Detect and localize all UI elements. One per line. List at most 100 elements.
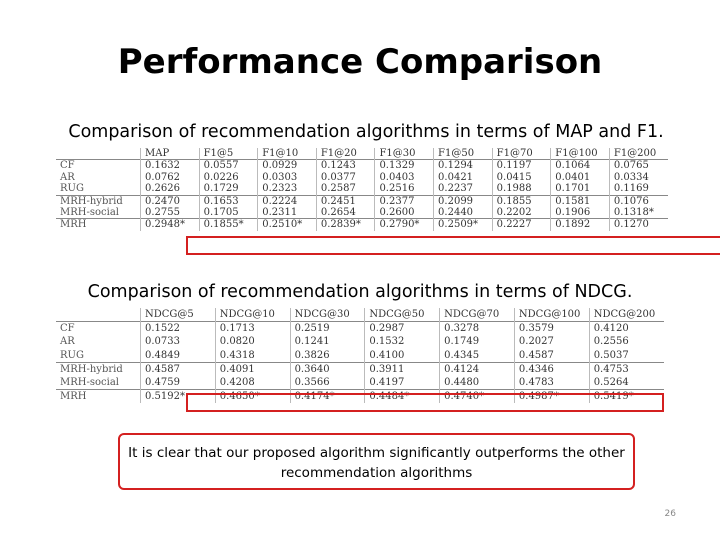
- row-label: MRH: [60, 391, 87, 403]
- table-cell: 0.2027: [513, 335, 590, 349]
- table-cell: 0.4587: [140, 362, 216, 377]
- column-header: MAP: [140, 148, 200, 160]
- table-cell: 0.2839*: [315, 218, 375, 231]
- column-header: F1@10: [257, 148, 317, 160]
- table-cell: 0.4480: [439, 376, 515, 390]
- table-cell: 0.3826: [289, 348, 365, 363]
- table-cell: 0.1855*: [198, 218, 258, 231]
- table-cell: 0.3640: [289, 362, 365, 377]
- column-header: NDCG@50: [364, 308, 440, 322]
- table-cell: 0.2519: [289, 321, 365, 336]
- column-header: F1@70: [491, 148, 551, 160]
- row-label: CF: [60, 160, 75, 172]
- table-cell: 0.1329: [374, 159, 434, 172]
- table-cell: 0.1729: [198, 183, 258, 196]
- table-cell: 0.0733: [140, 335, 216, 349]
- table-cell: 0.2099: [433, 195, 493, 208]
- table-cell: 0.1749: [439, 335, 515, 349]
- table-cell: 0.2311: [257, 207, 317, 219]
- table-cell: 0.2587: [315, 183, 375, 196]
- map-f1-table: MAP F1@5 F1@10 F1@20 F1@30 F1@50 F1@70 F1@100 F1…: [56, 148, 668, 258]
- row-label: AR: [60, 171, 75, 183]
- column-header: NDCG@100: [513, 308, 590, 322]
- table-cell: 0.0415: [491, 171, 551, 184]
- table-cell: 0.5037: [588, 348, 664, 363]
- table-cell: 0.2556: [588, 335, 664, 349]
- column-header: F1@100: [550, 148, 610, 160]
- table-cell: 0.2323: [257, 183, 317, 196]
- table-cell: 0.2626: [140, 183, 200, 196]
- table-cell: 0.4318: [214, 348, 291, 363]
- row-label: MRH-social: [60, 207, 119, 219]
- table-cell: 0.4587: [513, 348, 590, 363]
- table-cell: 0.0765: [608, 159, 668, 172]
- table-cell: 0.1241: [289, 335, 365, 349]
- table-cell: 0.2377: [374, 195, 434, 208]
- table-cell: 0.1294: [433, 159, 493, 172]
- table-cell: 0.4100: [364, 348, 440, 363]
- table-row: RUG 0.2626 0.1729 0.2323 0.2587 0.2516 0.2237 0…: [56, 183, 668, 196]
- table-cell: 0.1906: [550, 207, 610, 219]
- table-row: MRH-hybrid 0.2470 0.1653 0.2224 0.2451 0.2377…: [56, 195, 668, 208]
- table-cell: 0.2600: [374, 207, 434, 219]
- table-cell: 0.3911: [364, 362, 440, 377]
- table-cell: 0.1701: [550, 183, 610, 196]
- column-header: [56, 148, 141, 160]
- table-cell: 0.1270: [608, 218, 668, 231]
- table-row: MRH-social 0.4759 0.4208 0.3566 0.4197 0.4480…: [56, 376, 664, 390]
- table-row: MRH-hybrid 0.4587 0.4091 0.3640 0.3911 0.4124…: [56, 362, 664, 377]
- column-header: F1@50: [433, 148, 493, 160]
- table-row: RUG 0.4849 0.4318 0.3826 0.4100 0.4345 0.4587 0…: [56, 348, 664, 363]
- table-cell: 0.0929: [257, 159, 317, 172]
- table-row: CF 0.1632 0.0557 0.0929 0.1243 0.1329 0.1294 0.…: [56, 159, 668, 172]
- table-cell: 0.1197: [491, 159, 551, 172]
- table-cell: 0.2516: [374, 183, 434, 196]
- table2-caption: Comparison of recommendation algorithms …: [87, 282, 633, 302]
- table-cell: 0.2948*: [140, 218, 200, 231]
- table-cell: 0.1713: [214, 321, 291, 336]
- column-header: [56, 308, 141, 322]
- table-cell: 0.4091: [214, 362, 291, 377]
- table-cell: 0.0403: [374, 171, 434, 184]
- table-cell: 0.4849: [140, 348, 216, 363]
- table-header-row: NDCG@5 NDCG@10 NDCG@30 NDCG@50 NDCG@70 NDCG@1…: [56, 308, 664, 322]
- table-row: MRH 0.2948* 0.1855* 0.2510* 0.2839* 0.2790* 0.…: [56, 218, 668, 231]
- table-cell: 0.4197: [364, 376, 440, 390]
- column-header: NDCG@200: [588, 308, 664, 322]
- table-cell: 0.3579: [513, 321, 590, 336]
- table-cell: 0.0820: [214, 335, 291, 349]
- table-cell: 0.0334: [608, 171, 668, 184]
- table-cell: 0.1532: [364, 335, 440, 349]
- table-cell: 0.2790*: [374, 218, 434, 231]
- table-row: CF 0.1522 0.1713 0.2519 0.2987 0.3278 0.3579 0.…: [56, 321, 664, 336]
- row-label: MRH-social: [60, 377, 119, 389]
- row-label: MRH-hybrid: [60, 363, 123, 375]
- table-cell: 0.1705: [198, 207, 258, 219]
- table-cell: 0.0401: [550, 171, 610, 184]
- table-cell: 0.3278: [439, 321, 515, 336]
- table-cell: 0.2202: [491, 207, 551, 219]
- row-label: RUG: [60, 183, 84, 195]
- table-cell: 0.2440: [433, 207, 493, 219]
- table-cell: 0.4759: [140, 376, 216, 390]
- slide-title: Performance Comparison: [117, 42, 603, 82]
- table-cell: 0.2237: [433, 183, 493, 196]
- ndcg-table: NDCG@5 NDCG@10 NDCG@30 NDCG@50 NDCG@70 NDCG@1…: [56, 308, 664, 412]
- table-cell: 0.1988: [491, 183, 551, 196]
- conclusion-callout: It is clear that our proposed algorithm …: [118, 433, 635, 490]
- column-header: F1@200: [608, 148, 668, 160]
- table-cell: 0.2510*: [257, 218, 317, 231]
- mrh-row-highlight-2: [186, 393, 664, 412]
- page-number: 26: [664, 509, 676, 519]
- table-cell: 0.1581: [550, 195, 610, 208]
- table-cell: 0.1076: [608, 195, 668, 208]
- table-cell: 0.3566: [289, 376, 365, 390]
- table-cell: 0.4208: [214, 376, 291, 390]
- table-cell: 0.4124: [439, 362, 515, 377]
- table-cell: 0.2654: [315, 207, 375, 219]
- column-header: NDCG@10: [214, 308, 291, 322]
- table-cell: 0.0557: [198, 159, 258, 172]
- table-cell: 0.1064: [550, 159, 610, 172]
- mrh-row-highlight-1: [186, 236, 720, 255]
